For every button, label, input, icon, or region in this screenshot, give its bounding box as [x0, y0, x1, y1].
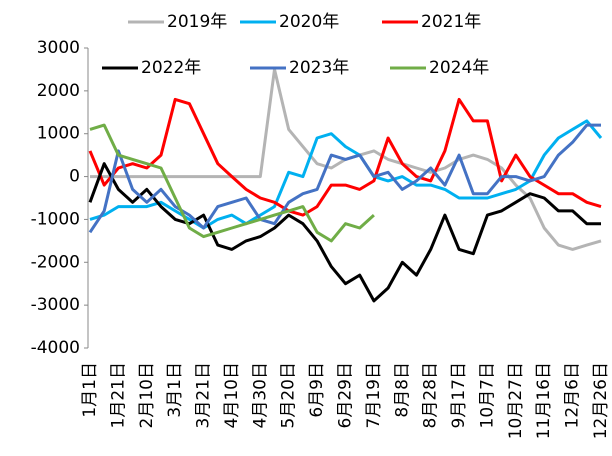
x-tick-label: 3月1日: [165, 362, 185, 418]
legend-label: 2022年: [141, 58, 201, 78]
series-line: [88, 162, 601, 303]
series-line: [88, 97, 602, 217]
y-tick-label: -2000: [31, 252, 80, 272]
x-tick-label: 8月8日: [392, 362, 412, 418]
x-tick-label: 12月6日: [563, 362, 583, 428]
legend-label: 2023年: [289, 58, 349, 78]
legend-label: 2024年: [429, 58, 489, 78]
x-tick-label: 2月10日: [137, 362, 157, 428]
x-tick-label: 4月30日: [250, 362, 270, 428]
x-tick-label: 10月7日: [477, 362, 497, 428]
series-line: [89, 123, 375, 243]
y-tick-label: -4000: [31, 338, 80, 358]
x-tick-label: 8月28日: [421, 362, 441, 428]
x-tick-label: 1月1日: [80, 362, 100, 418]
series-line: [88, 123, 601, 234]
y-tick-label: 0: [69, 167, 80, 187]
y-tick-label: 1000: [37, 124, 80, 144]
x-tick-label: 10月27日: [506, 362, 526, 439]
legend-label: 2021年: [421, 12, 481, 32]
y-tick-label: -3000: [31, 295, 80, 315]
x-tick-label: 4月10日: [222, 362, 242, 428]
x-tick-label: 7月19日: [364, 362, 384, 428]
y-tick-label: 2000: [37, 81, 80, 101]
x-tick-label: 3月21日: [194, 362, 214, 428]
x-tick-label: 6月29日: [336, 362, 356, 428]
x-tick-label: 6月9日: [307, 362, 327, 418]
y-tick-label: -1000: [31, 209, 80, 229]
legend-label: 2019年: [167, 12, 227, 32]
x-tick-label: 9月17日: [449, 362, 469, 428]
x-tick-label: 11月16日: [534, 362, 554, 439]
series-line: [89, 119, 603, 230]
x-tick-label: 1月21日: [108, 362, 128, 428]
legend-label: 2020年: [279, 12, 339, 32]
x-tick-label: 5月20日: [279, 362, 299, 428]
x-tick-label: 12月26日: [591, 362, 611, 439]
y-tick-label: 3000: [37, 38, 80, 58]
